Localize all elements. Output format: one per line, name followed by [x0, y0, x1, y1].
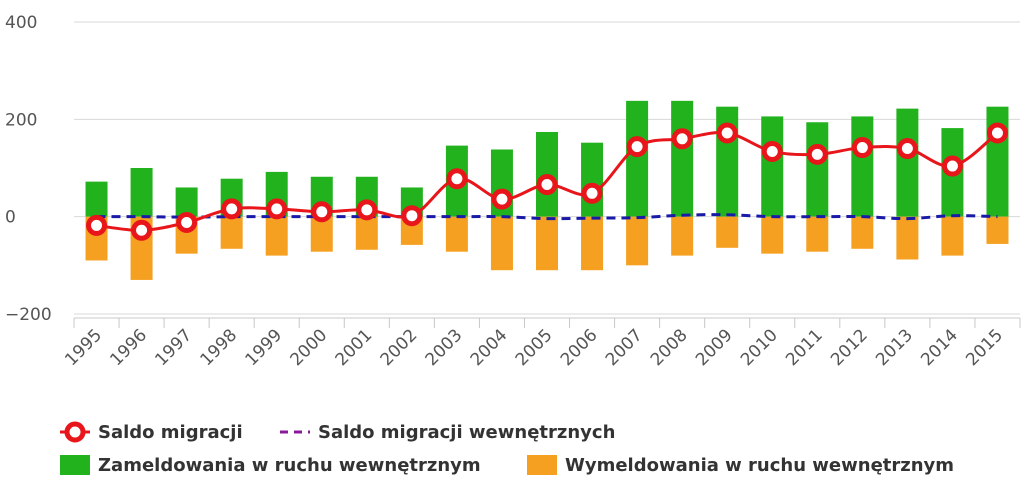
legend-item[interactable]: Saldo migracji — [60, 421, 243, 443]
saldo-point — [716, 122, 738, 144]
x-tick-label: 1996 — [106, 325, 151, 370]
bar — [851, 116, 874, 217]
legend-item[interactable]: Wymeldowania w ruchu wewnętrznym — [527, 455, 954, 476]
legend: Saldo migracji Saldo migracji wewnętrznyc… — [60, 421, 954, 476]
bar — [941, 216, 964, 256]
legend-label: Wymeldowania w ruchu wewnętrznym — [565, 455, 954, 476]
x-tick-label: 2007 — [602, 325, 647, 370]
y-tick-label: 0 — [5, 208, 16, 228]
saldo-point — [851, 137, 873, 159]
legend-label: Saldo migracji — [98, 422, 243, 443]
bar — [806, 216, 829, 252]
x-tick-label: 2013 — [872, 325, 917, 370]
saldo-point — [536, 174, 558, 196]
legend-item[interactable]: Zameldowania w ruchu wewnętrznym — [60, 455, 481, 476]
saldo-point — [986, 122, 1008, 144]
x-tick-label: 2009 — [692, 325, 737, 370]
x-tick-label: 2014 — [917, 325, 962, 370]
saldo-point — [941, 155, 963, 177]
x-tick-label: 1997 — [151, 325, 196, 370]
legend-label: Zameldowania w ruchu wewnętrznym — [98, 455, 481, 476]
x-tick-label: 2001 — [332, 325, 377, 370]
saldo-point — [86, 214, 108, 236]
y-tick-label: 200 — [5, 110, 37, 130]
bar — [581, 142, 604, 217]
y-tick-label: 400 — [5, 13, 37, 33]
bar — [626, 100, 649, 217]
x-tick-label: 2008 — [647, 325, 692, 370]
bar — [896, 108, 919, 217]
x-tick-label: 2003 — [422, 325, 467, 370]
saldo-point — [266, 198, 288, 220]
x-tick-label: 1999 — [242, 325, 287, 370]
bar — [671, 216, 694, 256]
bar — [355, 216, 378, 250]
bar — [716, 216, 739, 248]
y-tick-label: −200 — [5, 305, 52, 325]
saldo-point — [401, 205, 423, 227]
bar — [671, 100, 694, 217]
bar — [310, 216, 333, 252]
saldo-point — [356, 199, 378, 221]
bar — [445, 216, 468, 252]
legend-label: Saldo migracji wewnętrznych — [318, 422, 615, 443]
saldo-point — [761, 140, 783, 162]
bar — [175, 187, 198, 217]
bar — [130, 168, 153, 217]
x-tick-label: 2011 — [782, 325, 827, 370]
saldo-point — [581, 182, 603, 204]
x-tick-label: 2006 — [557, 325, 602, 370]
bar — [806, 122, 829, 217]
x-tick-label: 2012 — [827, 325, 872, 370]
bar — [761, 216, 784, 254]
x-tick-label: 2015 — [962, 325, 1007, 370]
bar — [85, 181, 108, 217]
x-tick-label: 2002 — [377, 325, 422, 370]
saldo-point — [221, 198, 243, 220]
x-tick-label: 2000 — [287, 325, 332, 370]
saldo-point — [131, 219, 153, 241]
legend-symbol-box — [527, 455, 557, 475]
bar-series-zameldowania — [85, 100, 1009, 217]
saldo-point — [806, 143, 828, 165]
x-tick-label: 2004 — [467, 325, 512, 370]
bar — [896, 216, 919, 260]
saldo-point — [491, 188, 513, 210]
x-tick-label: 2010 — [737, 325, 782, 370]
x-tick-label: 1995 — [61, 325, 106, 370]
saldo-point — [896, 138, 918, 160]
bar — [490, 216, 513, 271]
bar — [536, 216, 558, 271]
line-saldo-wewnetrznych — [96, 213, 998, 221]
saldo-point — [626, 136, 648, 158]
x-tick-label: 1998 — [196, 325, 241, 370]
bar — [851, 216, 874, 249]
legend-symbol-box — [60, 455, 90, 475]
bar — [986, 216, 1009, 244]
saldo-point — [446, 168, 468, 190]
legend-symbol-marker — [64, 421, 86, 443]
x-tick-label: 2005 — [512, 325, 557, 370]
lines — [86, 122, 1008, 241]
bar — [581, 216, 604, 271]
bar — [626, 216, 649, 266]
saldo-point — [671, 128, 693, 150]
bar — [761, 116, 784, 217]
bar-series-wymeldowania — [85, 216, 1009, 280]
saldo-point — [311, 201, 333, 223]
legend-item[interactable]: Saldo migracji wewnętrznych — [280, 422, 615, 443]
saldo-point — [176, 212, 198, 234]
bar — [265, 216, 288, 256]
bar — [220, 216, 243, 249]
